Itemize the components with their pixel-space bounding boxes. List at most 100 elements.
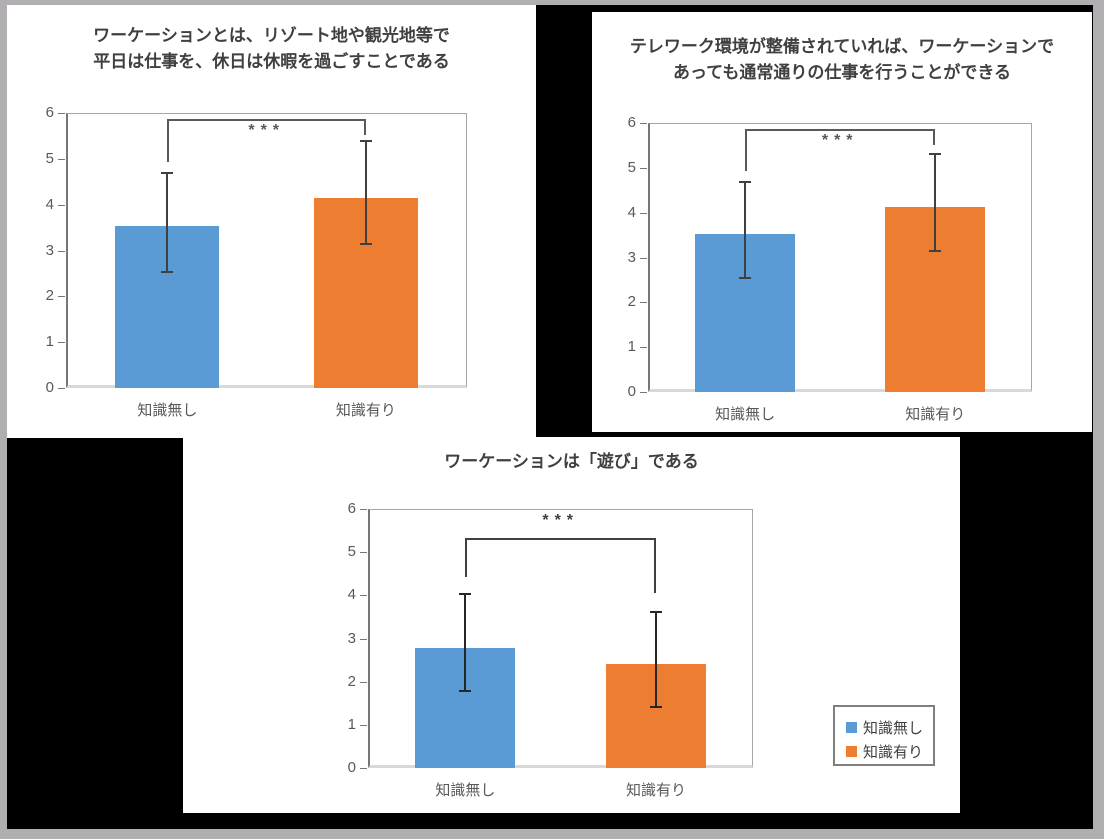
- legend-box: 知識無し 知識有り: [833, 705, 935, 766]
- legend-item-label: 知識無し: [863, 719, 924, 737]
- chart-title-line: あっても通常通りの仕事を行うことができる: [673, 63, 1011, 82]
- y-tick-mark: [360, 724, 367, 726]
- error-bar-cap-bottom: [739, 276, 752, 279]
- significance-bracket-line: [465, 538, 656, 541]
- y-tick-label: 5: [347, 543, 356, 561]
- significance-bracket-right-leg: [933, 128, 936, 145]
- plot-area: [368, 509, 753, 768]
- y-tick-label: 0: [45, 379, 54, 396]
- significance-bracket-line: [167, 118, 366, 121]
- plot-area: [648, 123, 1032, 392]
- y-tick-mark: [360, 595, 367, 597]
- category-label: 知識有り: [335, 402, 396, 419]
- legend-item: 知識無し: [846, 715, 933, 739]
- error-bar-cap-top: [459, 593, 472, 596]
- significance-bracket-line: [745, 128, 936, 131]
- error-bar-cap-bottom: [459, 689, 472, 692]
- significance-bracket-right-leg: [653, 538, 656, 594]
- error-bar-line: [166, 172, 169, 273]
- error-bar-cap-top: [161, 171, 174, 174]
- error-bar-cap-bottom: [929, 250, 942, 253]
- significance-label: ***: [248, 121, 286, 139]
- y-tick-label: 3: [45, 241, 54, 259]
- significance-label: ***: [542, 512, 580, 530]
- y-tick-label: 1: [347, 715, 356, 733]
- y-tick-label: 1: [45, 333, 54, 351]
- plot-area: [66, 113, 467, 388]
- chart-title-line: 平日は仕事を、休日は休暇を過ごすことである: [93, 52, 450, 71]
- chart-title: ワーケーションとは、リゾート地や観光地等で 平日は仕事を、休日は休暇を過ごすことで…: [7, 23, 536, 75]
- y-tick-label: 0: [347, 759, 356, 776]
- y-tick-label: 5: [627, 158, 636, 176]
- significance-bracket-left-leg: [167, 118, 170, 163]
- y-tick-label: 6: [45, 104, 54, 121]
- legend-swatch-orange: [846, 745, 857, 757]
- y-tick-mark: [360, 768, 367, 769]
- chart-title-line: テレワーク環境が整備されていれば、ワーケーションで: [629, 37, 1055, 56]
- significance-label: ***: [821, 131, 859, 149]
- chart-panel-top-right: テレワーク環境が整備されていれば、ワーケーションで あっても通常通りの仕事を行うこ…: [592, 12, 1092, 432]
- y-tick-mark: [360, 509, 367, 510]
- y-tick-mark: [58, 250, 65, 252]
- error-bar-cap-top: [359, 139, 372, 142]
- error-bar-line: [744, 182, 747, 278]
- y-tick-label: 6: [627, 114, 636, 131]
- y-tick-label: 3: [627, 248, 636, 266]
- chart-title-line: ワーケーションは「遊び」である: [444, 452, 699, 471]
- error-bar-line: [934, 153, 937, 252]
- category-label: 知識有り: [625, 782, 686, 799]
- y-tick-label: 2: [45, 287, 54, 305]
- y-tick-label: 1: [627, 338, 636, 356]
- y-tick-mark: [58, 388, 65, 389]
- y-tick-mark: [58, 342, 65, 344]
- y-tick-mark: [58, 296, 65, 298]
- y-tick-label: 4: [45, 195, 54, 213]
- category-label: 知識有り: [905, 406, 966, 423]
- y-tick-mark: [640, 392, 647, 393]
- y-tick-mark: [640, 123, 647, 124]
- y-tick-label: 6: [347, 500, 356, 517]
- error-bar-cap-top: [739, 181, 752, 184]
- error-bar-cap-top: [929, 152, 942, 155]
- significance-bracket-left-leg: [465, 538, 468, 578]
- y-tick-mark: [360, 638, 367, 640]
- chart-title-line: ワーケーションとは、リゾート地や観光地等で: [93, 26, 450, 45]
- error-bar-cap-top: [649, 610, 662, 613]
- y-tick-label: 4: [347, 586, 356, 604]
- error-bar-cap-bottom: [359, 243, 372, 246]
- error-bar-cap-bottom: [161, 271, 174, 274]
- error-bar-cap-bottom: [649, 706, 662, 709]
- y-tick-mark: [640, 302, 647, 304]
- category-label: 知識無し: [435, 782, 496, 799]
- y-tick-label: 5: [45, 149, 54, 167]
- error-bar-line: [364, 140, 367, 245]
- y-tick-label: 0: [627, 383, 636, 400]
- y-tick-mark: [640, 212, 647, 214]
- chart-panel-top-left: ワーケーションとは、リゾート地や観光地等で 平日は仕事を、休日は休暇を過ごすことで…: [7, 5, 536, 438]
- significance-bracket-right-leg: [363, 118, 366, 135]
- y-tick-mark: [360, 552, 367, 554]
- y-tick-mark: [360, 681, 367, 683]
- legend-swatch-blue: [846, 721, 857, 733]
- y-tick-mark: [640, 167, 647, 169]
- y-tick-label: 3: [347, 629, 356, 647]
- y-tick-mark: [640, 347, 647, 349]
- legend-item-label: 知識有り: [863, 743, 924, 761]
- y-tick-mark: [58, 113, 65, 114]
- error-bar-line: [464, 594, 467, 691]
- y-tick-mark: [58, 158, 65, 160]
- y-tick-label: 2: [627, 293, 636, 311]
- category-label: 知識無し: [137, 402, 198, 419]
- chart-panel-bottom-center: ワーケーションは「遊び」である 0 1 2 3 4 5 6 知識無し 知識有り *** 知識無し 知識…: [183, 437, 960, 813]
- error-bar-line: [654, 611, 657, 708]
- chart-title: テレワーク環境が整備されていれば、ワーケーションで あっても通常通りの仕事を行うこ…: [592, 34, 1092, 86]
- y-tick-mark: [58, 204, 65, 206]
- category-label: 知識無し: [715, 406, 776, 423]
- y-tick-label: 4: [627, 203, 636, 221]
- chart-title: ワーケーションは「遊び」である: [183, 449, 960, 475]
- y-tick-label: 2: [347, 672, 356, 690]
- significance-bracket-left-leg: [745, 128, 748, 172]
- y-tick-mark: [640, 257, 647, 259]
- legend-item: 知識有り: [846, 739, 933, 763]
